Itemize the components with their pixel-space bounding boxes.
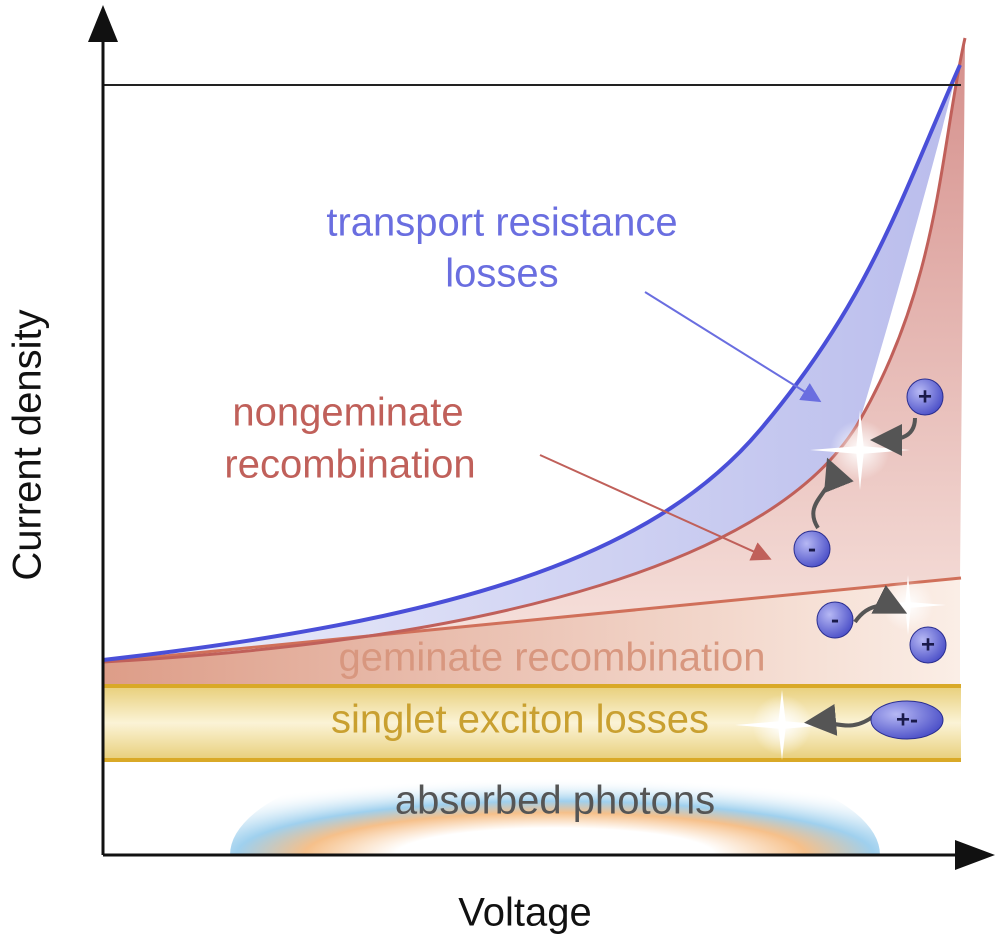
geminate-line — [102, 576, 962, 664]
labels: transport resistance losses nongeminate … — [6, 201, 766, 935]
photon-burst — [230, 745, 880, 855]
pointer — [539, 454, 772, 561]
blue-curve — [102, 64, 962, 662]
pointer — [644, 291, 822, 403]
region-label: geminate recombination — [339, 636, 766, 680]
charge: - — [831, 606, 839, 633]
red-curve — [102, 37, 967, 664]
charge: - — [808, 535, 816, 562]
region-label: losses — [445, 252, 558, 296]
particle — [909, 626, 947, 664]
particle — [793, 530, 831, 568]
exciton — [870, 700, 944, 740]
charge: + — [921, 631, 935, 658]
region-label: nongeminate — [232, 391, 463, 435]
region-label: transport resistance — [326, 201, 677, 245]
charge: +- — [896, 706, 918, 733]
y-axis-label: Current density — [6, 309, 50, 580]
region-label: singlet exciton losses — [331, 698, 709, 742]
particles: + - - + +- — [793, 378, 947, 740]
region-label: recombination — [224, 443, 475, 487]
particle — [816, 601, 854, 639]
particle — [906, 378, 944, 416]
transport-region — [103, 38, 965, 662]
x-arrow — [955, 840, 995, 870]
charge: + — [918, 383, 932, 410]
x-axis-label: Voltage — [458, 891, 591, 935]
charge-paths — [804, 417, 917, 736]
geminate-region — [103, 578, 960, 688]
y-arrow — [88, 5, 118, 42]
region-label: absorbed photons — [395, 779, 715, 823]
